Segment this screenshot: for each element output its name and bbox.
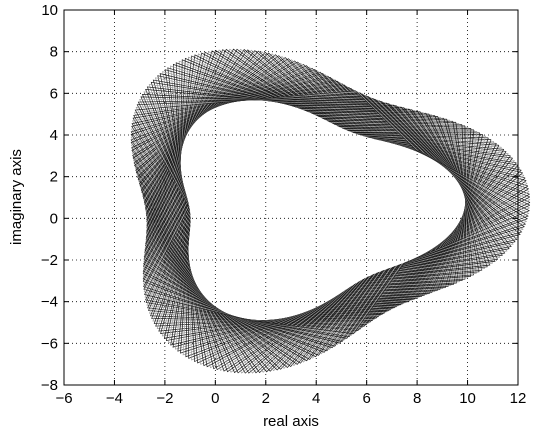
x-tick-label: 8 <box>413 390 421 407</box>
y-tick-label: −8 <box>41 377 58 394</box>
y-tick-label: 8 <box>50 44 58 61</box>
curve-line <box>141 51 481 368</box>
curve-line <box>146 49 467 374</box>
x-tick-label: −4 <box>106 390 123 407</box>
curve-line <box>135 60 505 354</box>
x-axis-label: real axis <box>263 413 319 430</box>
y-tick-label: 4 <box>50 127 58 144</box>
x-tick-label: 10 <box>459 390 476 407</box>
curve-line <box>134 90 531 335</box>
x-tick-label: 0 <box>211 390 219 407</box>
x-tick-label: 12 <box>510 390 527 407</box>
curve-line <box>134 62 509 350</box>
y-tick-label: 2 <box>50 169 58 186</box>
x-tick-label: 4 <box>312 390 320 407</box>
y-tick-labels: −8 −6 −4 −2 0 2 4 6 8 10 <box>41 2 58 394</box>
curve-line <box>144 48 468 374</box>
curve-line <box>146 50 467 374</box>
curve-line <box>144 48 467 373</box>
plot-frame <box>63 9 519 386</box>
x-tick-label: 6 <box>362 390 370 407</box>
x-tick-label: −2 <box>156 390 173 407</box>
curve-line <box>130 74 525 330</box>
y-tick-label: 10 <box>41 2 58 19</box>
curve-line <box>142 50 475 370</box>
x-tick-label: −6 <box>55 390 72 407</box>
y-tick-label: −4 <box>41 294 58 311</box>
x-tick-labels: −6 −4 −2 0 2 4 6 8 10 12 <box>55 390 526 407</box>
y-tick-label: 6 <box>50 85 58 102</box>
y-tick-label: −2 <box>41 252 58 269</box>
x-tick-label: 2 <box>262 390 270 407</box>
curve-line <box>136 59 502 356</box>
curve-line <box>141 51 478 369</box>
curve-line <box>146 49 468 374</box>
curve-line <box>135 61 507 352</box>
y-tick-label: −6 <box>41 335 58 352</box>
curve-family <box>130 48 531 374</box>
ticks <box>63 9 519 386</box>
curve-line <box>142 81 518 352</box>
y-axis-label: imaginary axis <box>8 149 25 245</box>
y-tick-label: 0 <box>50 210 58 227</box>
curve-line <box>134 64 511 348</box>
